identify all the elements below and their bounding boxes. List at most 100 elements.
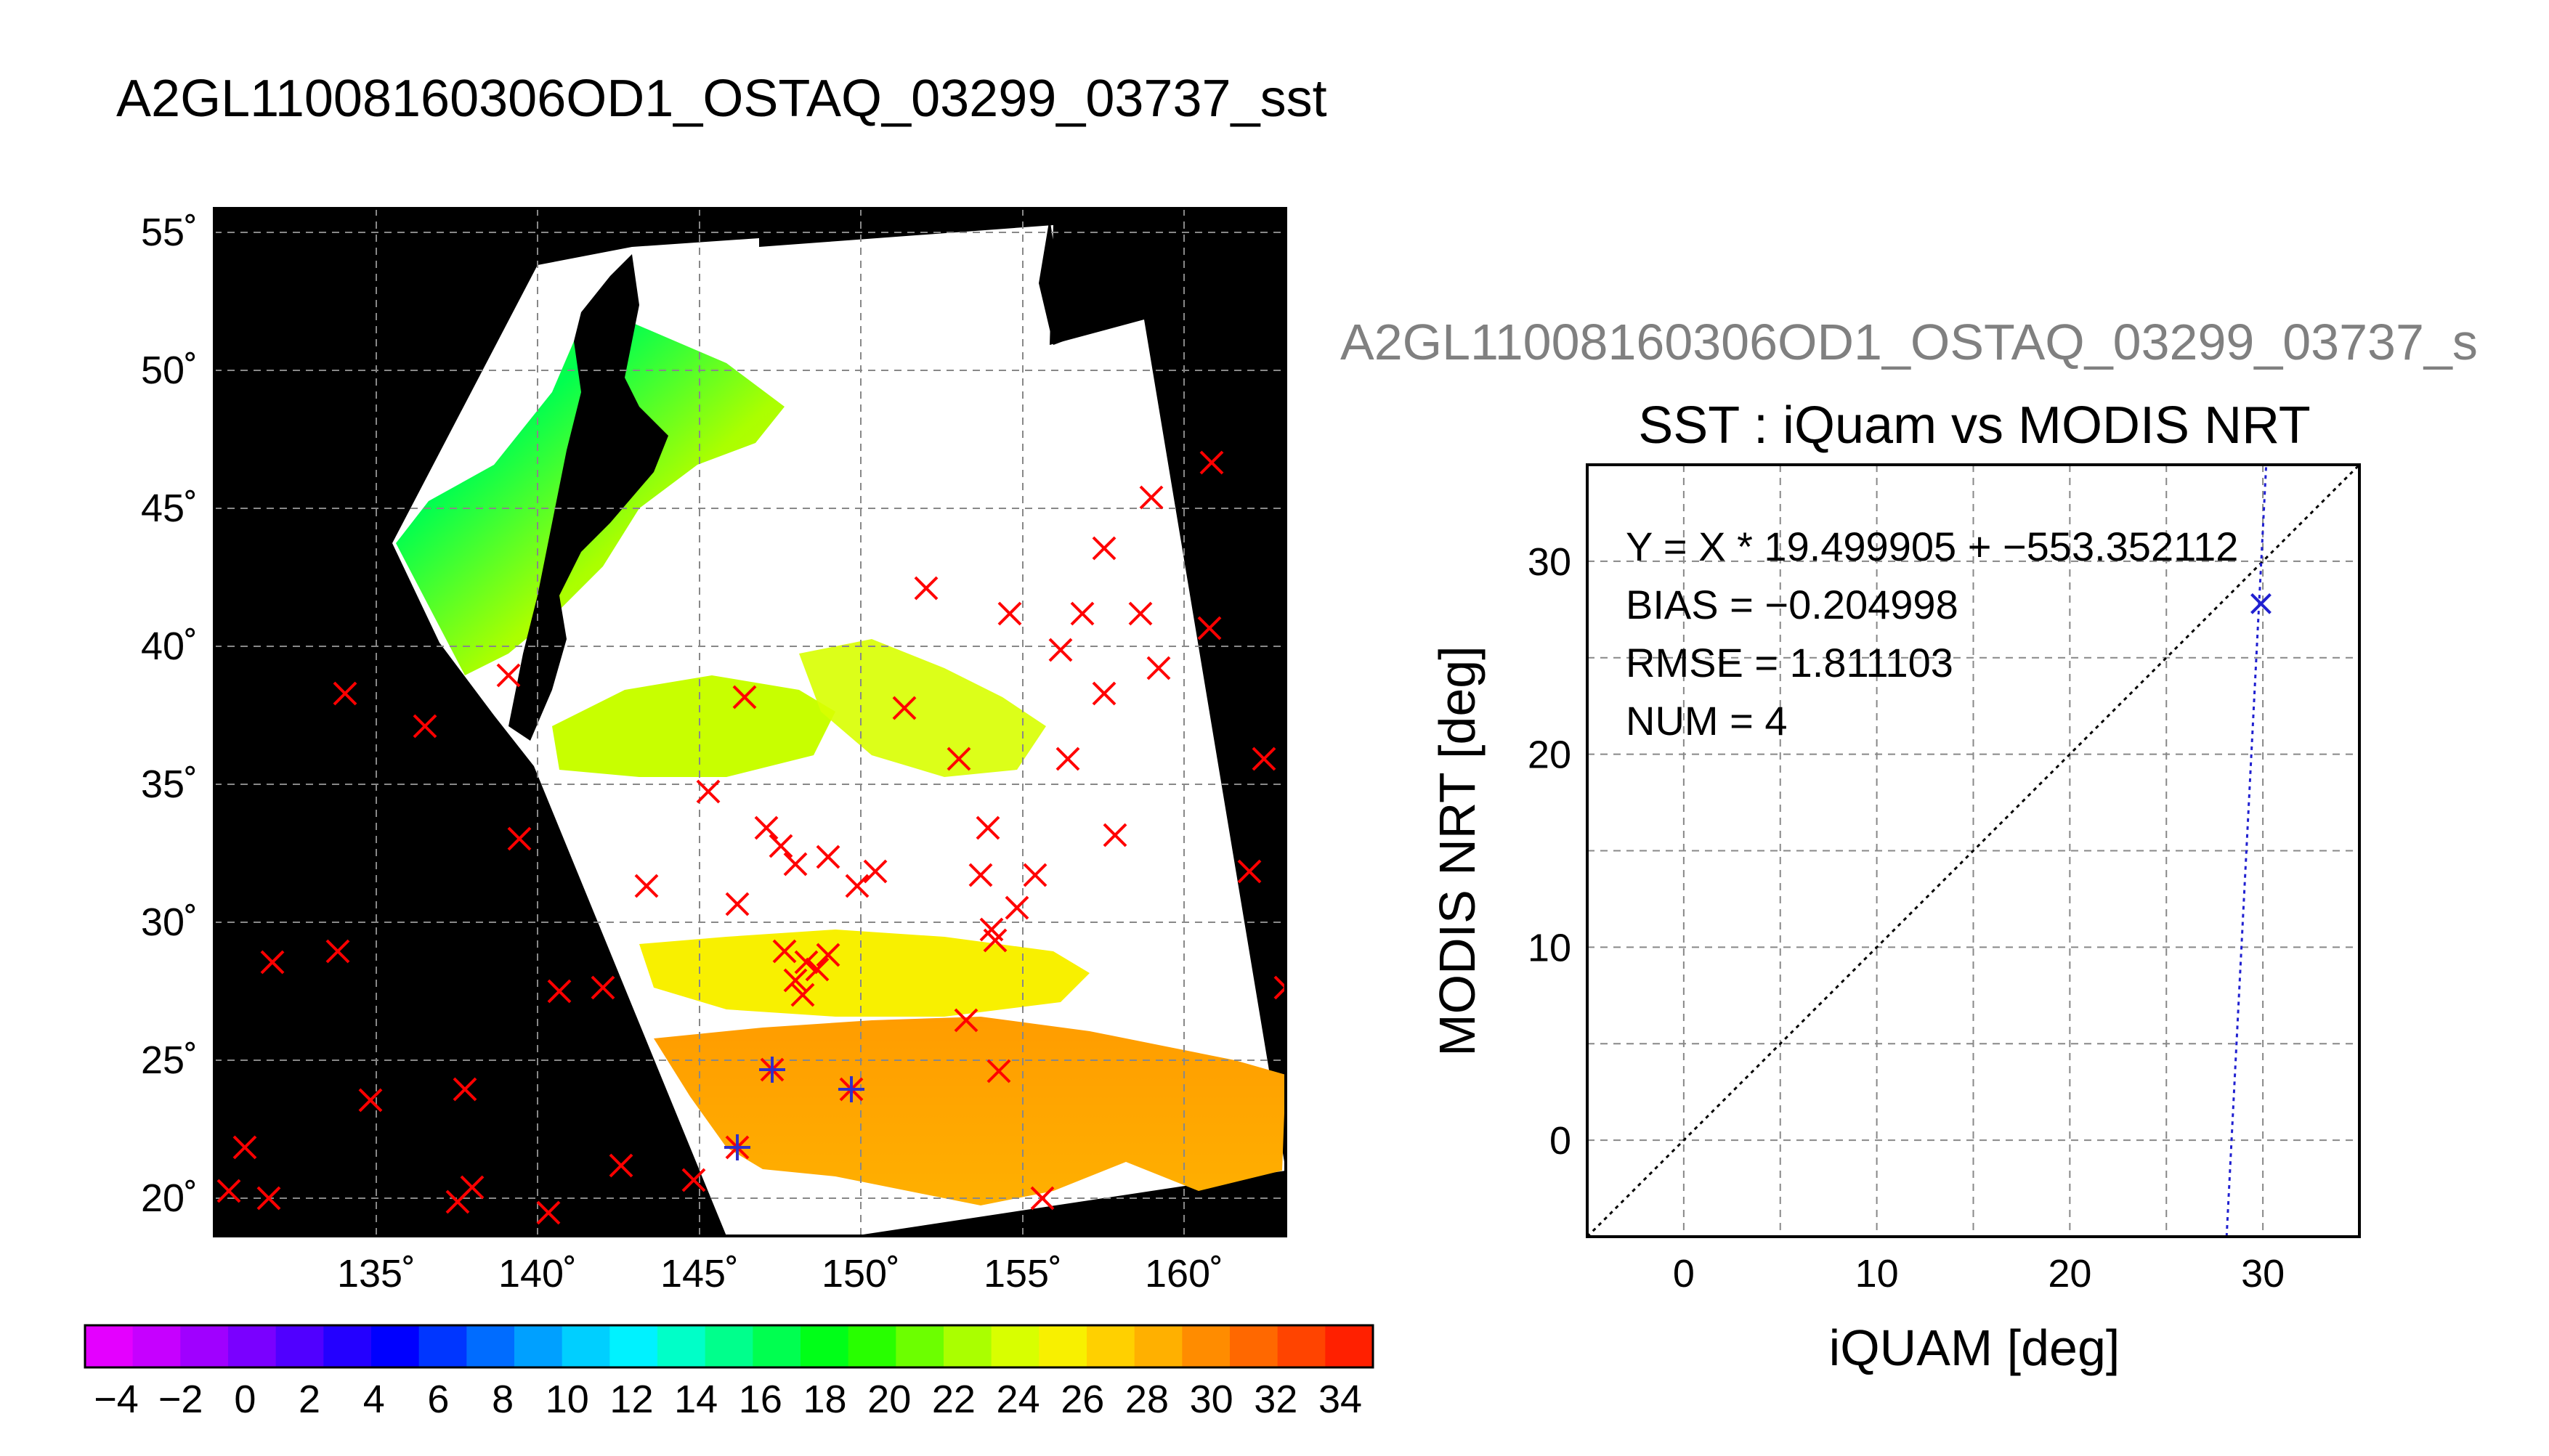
buoy-marker (769, 834, 793, 858)
colorbar-swatch (944, 1325, 992, 1367)
y-tick-label: 10 (1528, 926, 1571, 969)
colorbar-labels: −4 −2 0 2 4 6 8 10 12 14 16 18 20 22 24 26 28 30 32 34 (94, 1378, 1362, 1421)
colorbar-tick-label: 20 (867, 1378, 911, 1421)
buoy-marker (863, 859, 888, 884)
x-axis-ticks: 0 10 20 30 (1673, 1252, 2285, 1296)
lat-tick-label: 40˚ (141, 625, 198, 668)
colorbar-swatch (466, 1325, 515, 1367)
buoy-marker (805, 957, 830, 982)
colorbar-tick-label: 22 (932, 1378, 976, 1421)
fit-equation: Y = X * 19.499905 + −553.352112 (1626, 524, 2238, 569)
y-axis-label: MODIS NRT [deg] (1429, 646, 1486, 1056)
buoy-marker (816, 943, 840, 967)
buoy-marker (1139, 485, 1164, 510)
scatter-subtitle: A2GL11008160306OD1_OSTAQ_03299_03737_s (1340, 314, 2478, 370)
buoy-markers (216, 450, 1286, 1225)
x-axis-label: iQUAM [deg] (1829, 1319, 2120, 1376)
sst-region-mid (799, 639, 1046, 777)
buoy-marker (496, 663, 521, 688)
buoy-marker (453, 1077, 477, 1102)
colorbar-tick-label: −2 (158, 1378, 203, 1421)
buoy-marker (794, 950, 819, 975)
colorbar-swatch (228, 1325, 277, 1367)
buoy-marker (1048, 638, 1073, 662)
colorbar-tick-label: 14 (674, 1378, 718, 1421)
buoy-marker (986, 1059, 1011, 1083)
matchup-marker (724, 1134, 750, 1160)
sst-region-warm (654, 1017, 1286, 1205)
buoy-marker (1273, 975, 1286, 1000)
buoy-marker (1070, 601, 1095, 626)
fit-line (2225, 465, 2268, 1237)
colorbar: −4 −2 0 2 4 6 8 10 12 14 16 18 20 22 24 26 28 30 32 34 (84, 1324, 1374, 1421)
scatter-point (2250, 593, 2272, 614)
lat-tick-label: 35˚ (141, 762, 198, 806)
buoy-marker (333, 681, 357, 706)
map-graticule (214, 208, 1286, 1236)
num-stat: NUM = 4 (1626, 698, 1788, 744)
colorbar-tick-label: 12 (609, 1378, 653, 1421)
buoy-marker (681, 1168, 706, 1192)
colorbar-frame (84, 1324, 1374, 1369)
colorbar-tick-label: 8 (492, 1378, 514, 1421)
buoy-marker (976, 816, 1000, 840)
buoy-marker (997, 601, 1022, 626)
y-axis-ticks: 0 10 20 30 (1528, 540, 1571, 1163)
land-japan (508, 254, 668, 741)
buoy-marker (507, 826, 532, 851)
buoy-marker (1128, 601, 1153, 626)
buoy-marker (1237, 859, 1262, 884)
buoy-marker (260, 950, 285, 975)
colorbar-swatch (1039, 1325, 1087, 1367)
buoy-marker (892, 696, 917, 720)
lon-tick-label: 150˚ (822, 1252, 900, 1296)
scatter-points (2250, 593, 2272, 614)
identity-line (1587, 465, 2359, 1237)
lon-tick-label: 135˚ (337, 1252, 416, 1296)
colorbar-swatch (1134, 1325, 1183, 1367)
colorbar-swatch (1230, 1325, 1278, 1367)
buoy-marker (609, 1153, 633, 1178)
buoy-marker (783, 968, 808, 993)
buoy-marker (983, 928, 1008, 953)
colorbar-tick-label: 26 (1061, 1378, 1104, 1421)
colorbar-swatch (848, 1325, 896, 1367)
rmse-stat: RMSE = 1.811103 (1626, 640, 1953, 686)
buoy-marker (1092, 681, 1117, 706)
lon-tick-label: 140˚ (498, 1252, 577, 1296)
buoy-marker (358, 1088, 383, 1113)
bias-stat: BIAS = −0.204998 (1626, 582, 1958, 627)
buoy-marker (256, 1186, 281, 1211)
buoy-marker (914, 576, 939, 601)
colorbar-swatch (85, 1325, 134, 1367)
colorbar-swatch (323, 1325, 372, 1367)
buoy-marker (216, 1179, 241, 1203)
matchup-markers (724, 1057, 864, 1160)
colorbar-tick-label: 34 (1318, 1378, 1362, 1421)
buoy-marker (445, 1189, 470, 1214)
lat-axis: 20˚ 25˚ 30˚ 35˚ 40˚ 45˚ 50˚ 55˚ (141, 211, 198, 1220)
colorbar-swatch (1325, 1325, 1374, 1367)
y-tick-label: 20 (1528, 733, 1571, 777)
colorbar-tick-label: 4 (363, 1378, 385, 1421)
buoy-marker (725, 892, 750, 916)
colorbar-swatch (132, 1325, 181, 1367)
buoy-marker (783, 852, 808, 877)
buoy-marker (1005, 895, 1029, 920)
buoy-marker (1023, 863, 1047, 887)
buoy-marker (1055, 747, 1080, 771)
colorbar-tick-label: 16 (739, 1378, 782, 1421)
colorbar-tick-label: 28 (1125, 1378, 1169, 1421)
lon-axis: 135˚ 140˚ 145˚ 150˚ 155˚ 160˚ (337, 1252, 1223, 1296)
colorbar-swatches (85, 1325, 1374, 1367)
lon-tick-label: 160˚ (1145, 1252, 1223, 1296)
sst-map: 20˚ 25˚ 30˚ 35˚ 40˚ 45˚ 50˚ 55˚ 135˚ 140… (141, 207, 1287, 1296)
colorbar-swatch (1182, 1325, 1231, 1367)
colorbar-tick-label: 32 (1254, 1378, 1297, 1421)
colorbar-swatch (371, 1325, 420, 1367)
lat-tick-label: 20˚ (141, 1176, 198, 1220)
x-tick-label: 0 (1673, 1252, 1695, 1296)
sst-region-coast (552, 675, 835, 777)
stats-annotations: Y = X * 19.499905 + −553.352112 BIAS = −… (1626, 524, 2238, 744)
